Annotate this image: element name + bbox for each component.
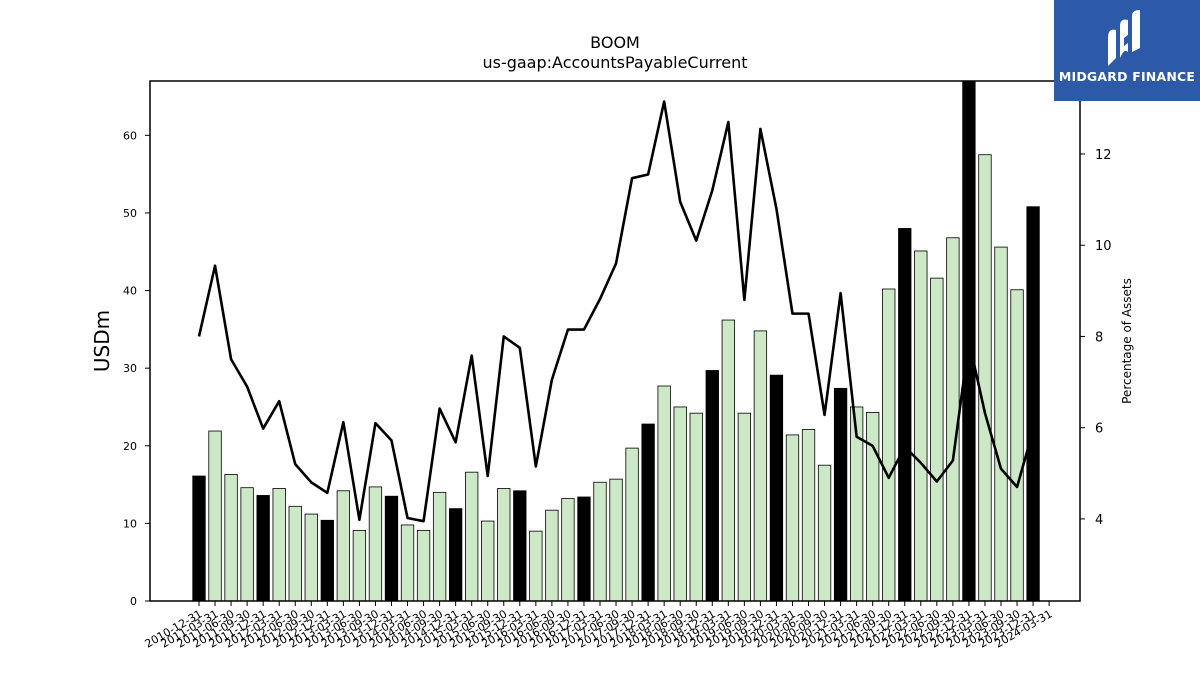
bar-2016-09-30 — [561, 498, 575, 602]
bar-2023-03-31 — [978, 154, 992, 602]
bar-2022-03-31 — [914, 250, 928, 602]
bar-2012-03-31 — [272, 488, 286, 602]
y-tick-label-left: 60 — [123, 129, 137, 142]
y-axis-left: 0 10 20 30 40 50 60 — [123, 129, 150, 608]
y-axis-label-left: USDm — [90, 310, 114, 372]
bar-2017-12-31 — [641, 423, 655, 602]
bar-2019-12-31 — [769, 374, 784, 602]
bar-2017-09-30 — [625, 447, 639, 602]
bar-2017-03-31 — [593, 481, 607, 602]
bar-2018-09-30 — [689, 412, 703, 602]
bar-2013-09-30 — [368, 486, 383, 602]
bars-layer — [192, 80, 1040, 602]
y-tick-label-left: 30 — [123, 362, 137, 375]
y-tick-label-left: 40 — [123, 285, 137, 298]
bar-2015-06-30 — [481, 520, 495, 602]
bar-2014-06-30 — [416, 529, 431, 602]
bar-2011-12-31 — [256, 495, 270, 602]
bar-2023-06-30 — [994, 246, 1008, 602]
bar-2019-09-30 — [753, 330, 768, 602]
bar-2017-06-30 — [609, 478, 623, 602]
bar-2020-12-31 — [833, 387, 848, 602]
bar-2016-12-31 — [577, 496, 591, 602]
bar-2011-09-30 — [240, 487, 254, 602]
x-axis: 2010-12-312011-03-312011-06-302011-09-30… — [143, 601, 1055, 651]
chart-title: BOOM — [590, 33, 640, 52]
bar-2012-09-30 — [304, 513, 318, 602]
y-tick-label-right: 6 — [1095, 422, 1103, 437]
bar-2010-12-31 — [192, 475, 206, 602]
y-tick-label-right: 4 — [1095, 513, 1103, 528]
y-tick-label-left: 20 — [123, 440, 137, 453]
bar-2018-12-31 — [705, 370, 719, 602]
line-layer — [197, 100, 1035, 523]
chart-subtitle: us-gaap:AccountsPayableCurrent — [482, 53, 747, 72]
brand-name: MIDGARD FINANCE — [1058, 69, 1196, 84]
bar-2012-12-31 — [320, 519, 334, 602]
y-tick-label-left: 0 — [130, 595, 137, 608]
bar-2018-03-31 — [657, 385, 671, 602]
bar-2023-12-31 — [1026, 206, 1040, 602]
bar-2016-06-30 — [545, 509, 559, 602]
plot-frame — [149, 80, 1081, 602]
bar-2018-06-30 — [673, 406, 687, 602]
y-tick-label-left: 50 — [123, 207, 137, 220]
bar-2016-03-31 — [529, 530, 543, 602]
bar-2021-06-30 — [866, 411, 880, 602]
bar-2021-09-30 — [882, 288, 896, 602]
bar-2014-03-31 — [400, 524, 415, 602]
bar-2015-03-31 — [465, 471, 479, 602]
bar-2020-06-30 — [801, 429, 816, 602]
bar-2023-09-30 — [1010, 289, 1024, 602]
percentage-line — [197, 100, 1035, 523]
y-axis-label-right: Percentage of Assets — [1120, 278, 1134, 404]
y-tick-label-right: 12 — [1095, 148, 1112, 163]
bar-2013-03-31 — [336, 490, 351, 602]
bar-2019-06-30 — [737, 412, 752, 602]
bar-2020-09-30 — [817, 464, 832, 602]
bar-2022-06-30 — [930, 277, 944, 602]
y-tick-label-right: 8 — [1095, 330, 1103, 345]
bar-2014-09-30 — [432, 491, 447, 602]
y-tick-label-left: 10 — [123, 517, 137, 530]
midgard-logo-icon — [1108, 10, 1140, 66]
bar-2019-03-31 — [721, 319, 735, 602]
y-axis-right: 4 6 8 10 12 — [1080, 148, 1112, 528]
bar-2015-09-30 — [497, 488, 511, 602]
bar-2015-12-31 — [513, 490, 527, 602]
bar-2021-12-31 — [898, 228, 912, 602]
bar-2013-12-31 — [384, 495, 399, 602]
bar-2014-12-31 — [448, 508, 463, 602]
bar-2012-06-30 — [288, 505, 302, 602]
y-tick-label-right: 10 — [1095, 239, 1112, 254]
bar-2013-06-30 — [352, 529, 367, 602]
bar-2011-03-31 — [208, 430, 222, 602]
bar-2020-03-31 — [785, 434, 800, 602]
brand-logo: MIDGARD FINANCE — [1054, 0, 1200, 101]
bar-2011-06-30 — [224, 474, 238, 602]
